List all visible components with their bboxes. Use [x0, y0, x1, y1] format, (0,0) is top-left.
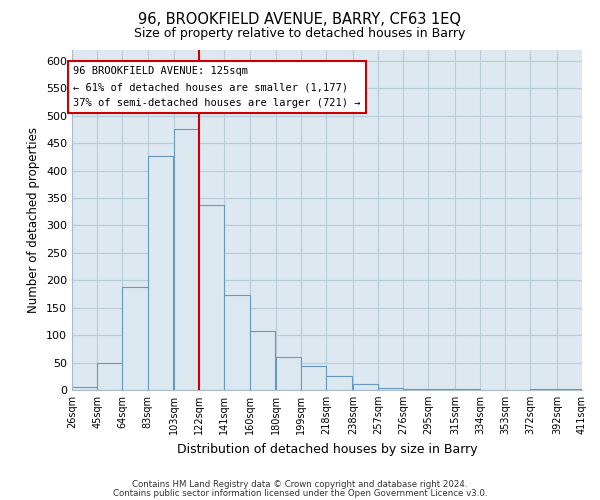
Bar — [224, 294, 250, 390]
Text: Contains public sector information licensed under the Open Government Licence v3: Contains public sector information licen… — [113, 488, 487, 498]
Bar — [403, 389, 428, 390]
Bar — [250, 331, 275, 390]
Text: 96 BROOKFIELD AVENUE: 125sqm
← 61% of detached houses are smaller (1,177)
37% of: 96 BROOKFIELD AVENUE: 125sqm ← 61% of de… — [73, 66, 361, 108]
Bar — [122, 288, 148, 390]
Text: Size of property relative to detached houses in Barry: Size of property relative to detached ho… — [134, 28, 466, 40]
Bar — [72, 388, 97, 390]
Bar — [326, 376, 352, 390]
Bar — [97, 362, 122, 390]
Y-axis label: Number of detached properties: Number of detached properties — [28, 127, 40, 313]
Bar — [174, 129, 199, 390]
Text: Contains HM Land Registry data © Crown copyright and database right 2024.: Contains HM Land Registry data © Crown c… — [132, 480, 468, 489]
Bar — [276, 356, 301, 390]
X-axis label: Distribution of detached houses by size in Barry: Distribution of detached houses by size … — [176, 442, 478, 456]
Bar — [301, 366, 326, 390]
Bar — [353, 384, 378, 390]
Bar — [199, 204, 224, 390]
Bar — [148, 156, 173, 390]
Text: 96, BROOKFIELD AVENUE, BARRY, CF63 1EQ: 96, BROOKFIELD AVENUE, BARRY, CF63 1EQ — [139, 12, 461, 28]
Bar — [378, 388, 403, 390]
